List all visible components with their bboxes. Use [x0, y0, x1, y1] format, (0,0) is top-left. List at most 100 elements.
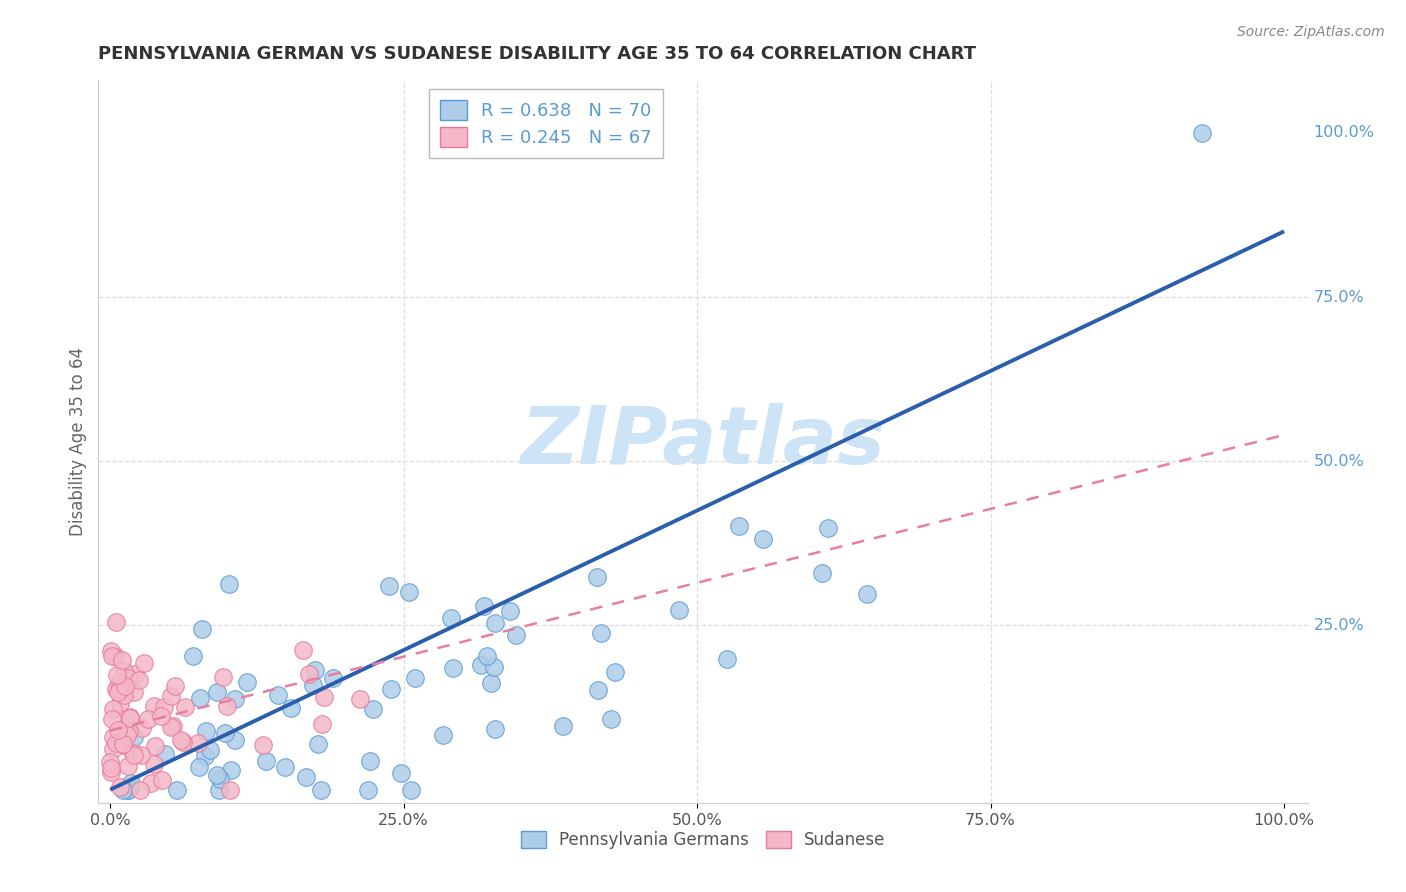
Point: [122, 730, 145, 744]
Point: [359, 754, 381, 768]
Text: 75.0%: 75.0%: [1313, 290, 1364, 304]
Point: [224, 733, 246, 747]
Point: [128, 673, 150, 688]
Point: [101, 702, 124, 716]
Point: [170, 733, 193, 747]
Point: [470, 658, 492, 673]
Point: [166, 782, 188, 797]
Point: [101, 730, 124, 744]
Point: [267, 688, 290, 702]
Point: [159, 689, 181, 703]
Point: [484, 659, 506, 673]
Point: [115, 720, 138, 734]
Point: [150, 772, 173, 787]
Point: [104, 615, 127, 629]
Point: [124, 667, 146, 681]
Point: [117, 723, 139, 738]
Point: [440, 611, 463, 625]
Point: [122, 685, 145, 699]
Point: [121, 746, 143, 760]
Point: [309, 782, 332, 797]
Point: [181, 648, 204, 663]
Point: [254, 754, 277, 768]
Point: [551, 719, 574, 733]
Point: [132, 656, 155, 670]
Point: [110, 682, 132, 697]
Point: [302, 678, 325, 692]
Point: [357, 782, 380, 797]
Point: [1191, 126, 1213, 140]
Text: PENNSYLVANIA GERMAN VS SUDANESE DISABILITY AGE 35 TO 64 CORRELATION CHART: PENNSYLVANIA GERMAN VS SUDANESE DISABILI…: [98, 45, 976, 63]
Point: [295, 770, 318, 784]
Point: [98, 755, 121, 769]
Point: [107, 723, 129, 738]
Point: [380, 681, 402, 696]
Point: [208, 782, 231, 797]
Y-axis label: Disability Age 35 to 64: Disability Age 35 to 64: [69, 347, 87, 536]
Point: [100, 644, 122, 658]
Point: [173, 700, 195, 714]
Point: [441, 661, 464, 675]
Point: [111, 737, 134, 751]
Point: [120, 776, 142, 790]
Point: [585, 570, 607, 584]
Point: [143, 739, 166, 754]
Point: [198, 743, 221, 757]
Point: [311, 717, 333, 731]
Point: [752, 532, 775, 546]
Point: [188, 691, 211, 706]
Point: [224, 692, 246, 706]
Point: [298, 667, 321, 681]
Point: [599, 712, 621, 726]
Point: [811, 566, 834, 581]
Point: [153, 700, 176, 714]
Point: [378, 579, 401, 593]
Point: [505, 628, 527, 642]
Point: [219, 782, 242, 797]
Point: [236, 675, 259, 690]
Point: [120, 710, 142, 724]
Point: [484, 615, 506, 630]
Point: [103, 742, 125, 756]
Point: [349, 691, 371, 706]
Text: ZIPatlas: ZIPatlas: [520, 402, 886, 481]
Point: [111, 653, 134, 667]
Point: [399, 782, 422, 797]
Point: [117, 759, 139, 773]
Point: [105, 682, 128, 697]
Point: [187, 759, 209, 773]
Point: [475, 648, 498, 663]
Point: [312, 690, 335, 704]
Point: [479, 675, 502, 690]
Point: [136, 712, 159, 726]
Point: [108, 675, 131, 690]
Point: [856, 587, 879, 601]
Point: [817, 521, 839, 535]
Point: [205, 767, 228, 781]
Point: [273, 760, 295, 774]
Point: [304, 663, 326, 677]
Point: [187, 736, 209, 750]
Point: [389, 766, 412, 780]
Point: [104, 648, 127, 663]
Point: [215, 699, 238, 714]
Point: [208, 772, 231, 787]
Point: [211, 670, 233, 684]
Point: [728, 519, 751, 533]
Point: [105, 736, 128, 750]
Point: [100, 764, 122, 779]
Point: [716, 651, 738, 665]
Point: [668, 603, 690, 617]
Point: [484, 723, 506, 737]
Point: [404, 671, 426, 685]
Point: [108, 696, 131, 710]
Point: [131, 721, 153, 735]
Point: [165, 679, 187, 693]
Point: [162, 719, 184, 733]
Point: [322, 671, 344, 685]
Point: [603, 665, 626, 679]
Point: [118, 711, 141, 725]
Point: [114, 680, 136, 694]
Point: [150, 709, 173, 723]
Point: [111, 782, 134, 797]
